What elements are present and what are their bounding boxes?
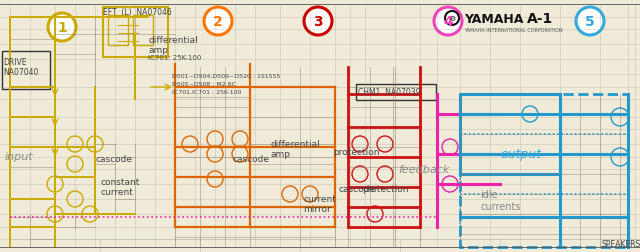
Text: protection: protection xyxy=(362,184,408,193)
Text: IC701,IC701 : 25K-100: IC701,IC701 : 25K-100 xyxy=(172,90,241,94)
Text: current
mirror: current mirror xyxy=(303,194,336,213)
Text: 3: 3 xyxy=(313,15,323,29)
Text: DRIVE
NA07040: DRIVE NA07040 xyxy=(3,58,38,77)
Text: 4: 4 xyxy=(443,15,453,29)
Bar xyxy=(460,94,628,247)
Text: 1: 1 xyxy=(57,21,67,35)
Text: 2: 2 xyxy=(213,15,223,29)
Text: output: output xyxy=(500,147,541,160)
Text: D505~D508 : M2.6C: D505~D508 : M2.6C xyxy=(172,82,236,87)
Bar xyxy=(133,16,153,46)
Bar xyxy=(2,52,50,90)
Circle shape xyxy=(576,8,604,36)
Text: IC701: 25K-100: IC701: 25K-100 xyxy=(148,55,202,61)
Text: cascode: cascode xyxy=(232,154,269,163)
Bar xyxy=(108,16,128,46)
Text: idle
currents: idle currents xyxy=(480,189,520,211)
Text: CHM1  NA07039: CHM1 NA07039 xyxy=(358,88,420,97)
Circle shape xyxy=(304,8,332,36)
Bar xyxy=(356,85,436,101)
Text: 5: 5 xyxy=(585,15,595,29)
Text: feedback: feedback xyxy=(398,164,449,174)
Text: protection: protection xyxy=(333,147,380,156)
Bar xyxy=(103,8,168,58)
Text: differential
amp: differential amp xyxy=(148,36,198,55)
Text: differential
amp: differential amp xyxy=(270,139,320,159)
Circle shape xyxy=(204,8,232,36)
Text: EFT  (L)  NA07046: EFT (L) NA07046 xyxy=(103,8,172,17)
Bar xyxy=(460,94,560,174)
Text: D501~D504,D509~D520 : 1S1555: D501~D504,D509~D520 : 1S1555 xyxy=(172,74,280,79)
Text: cascode: cascode xyxy=(95,154,132,163)
Text: SPEAKERS: SPEAKERS xyxy=(602,239,640,248)
Text: input: input xyxy=(5,151,34,161)
Text: cascode: cascode xyxy=(338,184,375,193)
Text: constant
current: constant current xyxy=(100,177,140,197)
Circle shape xyxy=(48,14,76,42)
Text: A-1: A-1 xyxy=(527,12,553,26)
Text: ⚙: ⚙ xyxy=(449,16,455,22)
Text: YAMAHA INTERNATIONAL CORPORATION: YAMAHA INTERNATIONAL CORPORATION xyxy=(464,27,563,32)
Text: YAMAHA: YAMAHA xyxy=(464,12,524,25)
Circle shape xyxy=(434,8,462,36)
